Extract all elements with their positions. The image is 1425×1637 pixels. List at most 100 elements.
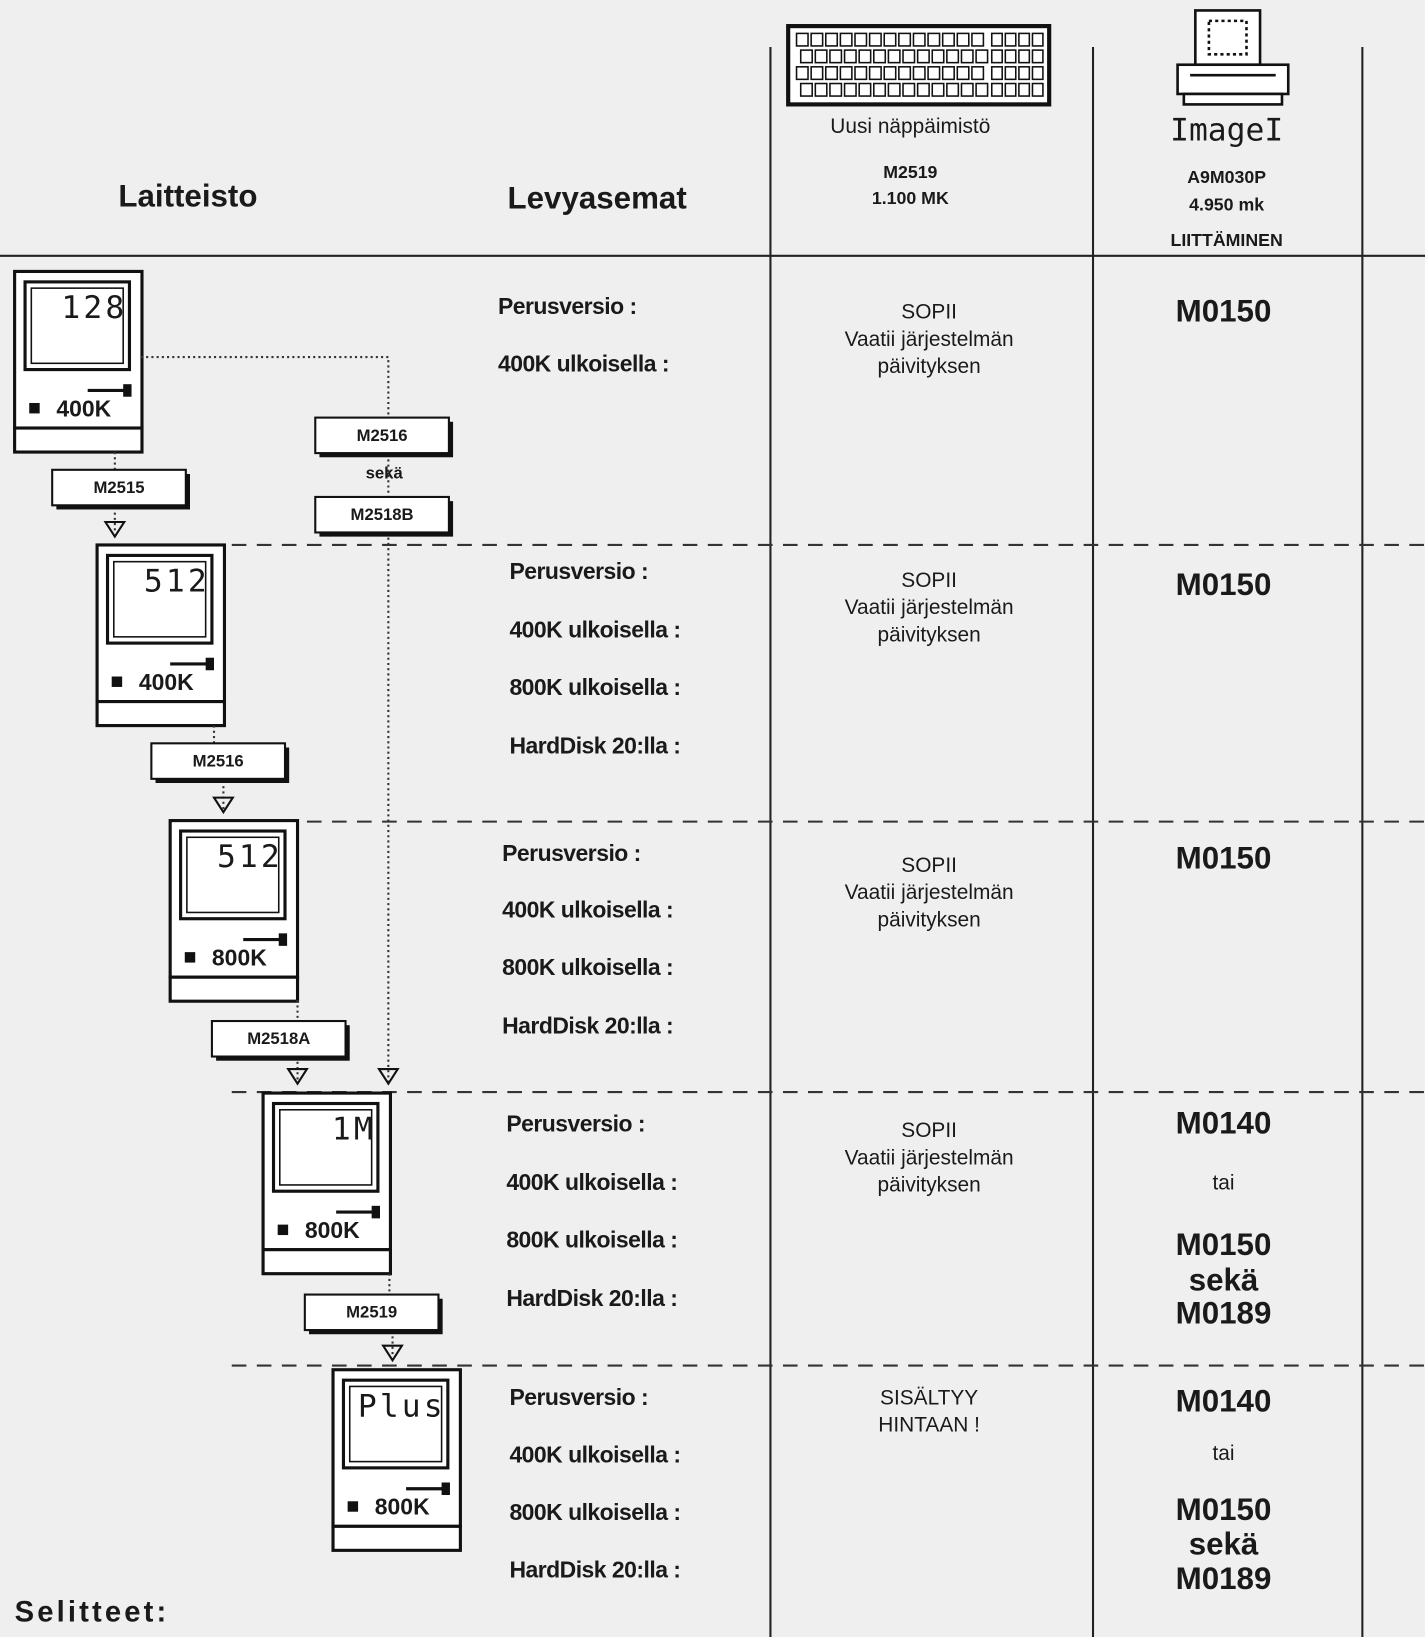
key <box>824 32 839 47</box>
computer-icon: 512 400K <box>95 543 227 728</box>
kit-label: M2515 <box>93 478 144 497</box>
printer-kit: M0189 <box>1176 1296 1272 1331</box>
computer-icon: 1M 800K <box>261 1091 393 1276</box>
computer-model: 128 <box>61 290 127 326</box>
key <box>1031 66 1044 81</box>
arrow-head <box>377 1068 400 1086</box>
arrow-head <box>103 520 127 539</box>
key <box>1004 66 1017 81</box>
computer-screen-inner <box>113 560 207 638</box>
printer-kit: M0150 <box>1176 567 1272 602</box>
power-led <box>29 402 40 414</box>
computer-base <box>261 1248 393 1276</box>
key <box>814 82 828 97</box>
computer-base <box>168 975 300 1003</box>
key <box>916 49 930 64</box>
computer-icon: Plus 800K <box>331 1368 462 1552</box>
key <box>931 82 945 97</box>
drive-option: 400K ulkoisella : <box>509 1441 680 1467</box>
key <box>810 66 824 81</box>
printer-kit: sekä <box>1189 1526 1259 1561</box>
key <box>1018 32 1031 47</box>
key <box>916 82 930 97</box>
floppy-knob <box>278 933 288 946</box>
computer-screen <box>105 553 214 645</box>
printer-title: ImageI <box>1170 113 1283 149</box>
key <box>887 49 901 64</box>
key <box>868 32 882 47</box>
key <box>883 66 897 81</box>
key <box>1031 82 1044 97</box>
computer-icon: 128 400K <box>13 269 144 454</box>
floppy-knob <box>205 657 215 671</box>
kit-box <box>210 1019 347 1058</box>
arrow-head <box>381 1344 404 1363</box>
key <box>887 82 901 97</box>
computer-screen-inner <box>30 287 124 365</box>
drive-option: 400K ulkoisella : <box>509 617 680 643</box>
keyboard-compat: Vaatii järjestelmän <box>845 1146 1014 1169</box>
drive-option: HardDisk 20:lla : <box>506 1285 677 1311</box>
keyboard-compat: päivityksen <box>878 908 981 931</box>
kit-label: M2516 <box>357 426 408 445</box>
printer-kit: M0140 <box>1176 1383 1272 1418</box>
power-led <box>184 952 196 963</box>
printer-code: A9M030P <box>1187 167 1266 187</box>
key <box>873 82 887 97</box>
drive-option: 400K ulkoisella : <box>506 1169 677 1195</box>
drive-option: 800K ulkoisella : <box>502 954 673 980</box>
drive-option: Perusversio : <box>498 293 637 319</box>
printer-kit: M0150 <box>1176 1492 1272 1527</box>
key <box>829 49 843 64</box>
computer-screen <box>271 1101 380 1193</box>
key <box>960 82 974 97</box>
keyboard-compat: SOPII <box>901 1119 957 1142</box>
column-header: Levyasemat <box>508 181 688 216</box>
computer-memory: 800K <box>305 1217 360 1243</box>
printer-kit: M0150 <box>1176 1227 1272 1262</box>
keyboard-compat: HINTAAN ! <box>878 1414 980 1437</box>
legend-title: Selitteet: <box>15 1597 170 1629</box>
kit-label: M2516 <box>193 752 244 771</box>
computer-screen <box>341 1378 450 1470</box>
computer-screen <box>179 829 287 921</box>
key <box>946 49 960 64</box>
drive-option: 400K ulkoisella : <box>502 896 673 922</box>
key <box>912 32 926 47</box>
computer-model: 1M <box>332 1112 376 1148</box>
key <box>873 49 887 64</box>
keyboard-price: 1.100 MK <box>872 188 949 208</box>
keyboard-code: M2519 <box>883 162 937 182</box>
computer-model: 512 <box>144 564 210 600</box>
printer-price: 4.950 mk <box>1189 194 1264 214</box>
key <box>868 66 882 81</box>
kit-label: M2518A <box>247 1029 310 1048</box>
key <box>971 66 985 81</box>
kit-box <box>314 495 450 534</box>
key <box>912 66 926 81</box>
key <box>1004 82 1017 97</box>
key <box>990 49 1003 64</box>
computer-base <box>95 700 227 728</box>
kit-label: M2518B <box>351 505 414 524</box>
key <box>927 32 941 47</box>
computer-memory: 800K <box>375 1494 430 1520</box>
kit-box <box>51 468 187 507</box>
keyboard-icon <box>786 24 1052 107</box>
key <box>883 32 897 47</box>
key <box>1004 32 1017 47</box>
key <box>941 32 955 47</box>
key <box>1018 49 1031 64</box>
key <box>975 49 989 64</box>
drive-option: Perusversio : <box>506 1110 645 1136</box>
computer-screen-inner <box>348 1385 443 1463</box>
key <box>858 49 872 64</box>
key <box>956 32 970 47</box>
keyboard-compat: SISÄLTYY <box>880 1386 978 1409</box>
arrow-head <box>286 1068 309 1086</box>
key <box>990 66 1003 81</box>
key <box>858 82 872 97</box>
printer-note: LIITTÄMINEN <box>1170 230 1282 250</box>
key <box>956 66 970 81</box>
